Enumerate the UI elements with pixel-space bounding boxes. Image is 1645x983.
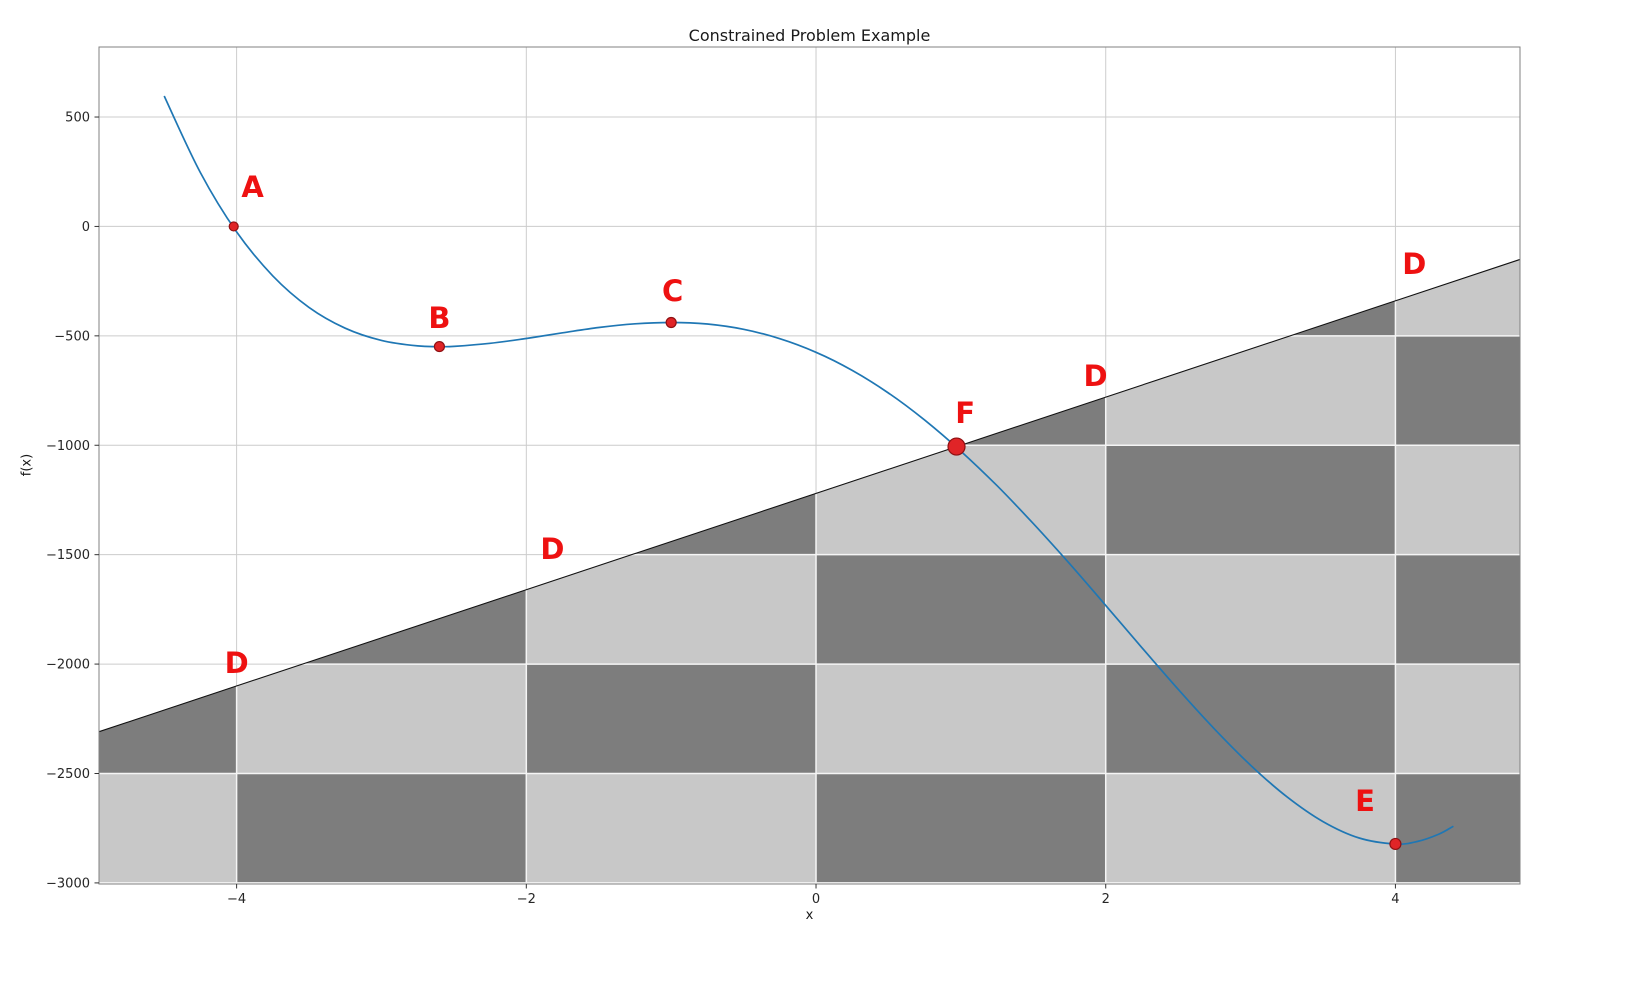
constraint-labels: D D D D: [225, 247, 1427, 680]
point-label-E: E: [1355, 784, 1375, 818]
y-tick-label: −1000: [46, 439, 90, 454]
y-tick-label: 500: [65, 111, 90, 126]
tick-marks: [94, 116, 1396, 889]
x-tick-label: 0: [812, 892, 820, 907]
point-label-B: B: [428, 301, 450, 335]
constraint-label-0: D: [225, 646, 249, 680]
point-F: [947, 437, 966, 456]
point-C: [665, 316, 677, 329]
x-axis-label: x: [805, 908, 814, 923]
point-A: [228, 221, 239, 232]
x-tick-label: 2: [1102, 892, 1110, 907]
constraint-line: [98, 258, 1521, 733]
y-tick-label: −1500: [46, 548, 90, 563]
point-B: [433, 340, 446, 353]
point-E: [1389, 837, 1402, 851]
y-tick-label: 0: [82, 220, 90, 235]
constraint-label-2: D: [1084, 359, 1108, 393]
y-tick-label: −500: [54, 329, 90, 344]
plot-frame: [98, 46, 1521, 885]
x-tick-label: 4: [1391, 892, 1399, 907]
x-tick-label: −4: [227, 892, 246, 907]
y-tick-label: −2000: [46, 658, 90, 673]
constraint-label-1: D: [540, 532, 564, 566]
y-tick-label: −3000: [46, 876, 90, 891]
y-tick-label: −2500: [46, 767, 90, 782]
objective-curve: [163, 95, 1454, 845]
constraint-label-3: D: [1402, 247, 1426, 281]
point-label-F: F: [955, 396, 975, 430]
point-label-A: A: [241, 170, 264, 204]
y-axis-label: f(x): [19, 453, 35, 477]
x-tick-label: −2: [517, 892, 536, 907]
chart-title: Constrained Problem Example: [688, 26, 931, 45]
tick-labels: −4 −2 0 2 4 500 0 −500 −1000 −1500 −2000 −2500 −3000: [46, 111, 1400, 907]
point-label-C: C: [662, 274, 683, 308]
